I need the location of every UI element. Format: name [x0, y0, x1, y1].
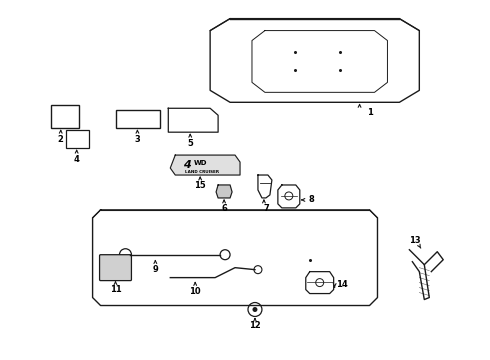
Text: 6: 6: [221, 204, 227, 213]
Text: 15: 15: [195, 181, 206, 190]
Text: 13: 13: [409, 236, 420, 245]
Text: 7: 7: [263, 204, 269, 213]
Polygon shape: [216, 185, 232, 198]
Text: 4: 4: [74, 154, 79, 163]
Polygon shape: [171, 155, 240, 175]
Text: 9: 9: [152, 265, 158, 274]
Text: 14: 14: [336, 280, 347, 289]
Circle shape: [252, 307, 257, 312]
Text: 2: 2: [58, 135, 64, 144]
Text: 11: 11: [110, 285, 122, 294]
Text: 12: 12: [249, 321, 261, 330]
Text: 3: 3: [135, 135, 140, 144]
Text: WD: WD: [194, 160, 208, 166]
FancyBboxPatch shape: [99, 255, 131, 280]
Text: 10: 10: [189, 287, 201, 296]
Text: LAND CRUISER: LAND CRUISER: [185, 170, 219, 174]
Text: 5: 5: [187, 139, 193, 148]
Text: 8: 8: [309, 195, 315, 204]
Text: 1: 1: [367, 108, 372, 117]
Text: 4: 4: [183, 160, 191, 170]
